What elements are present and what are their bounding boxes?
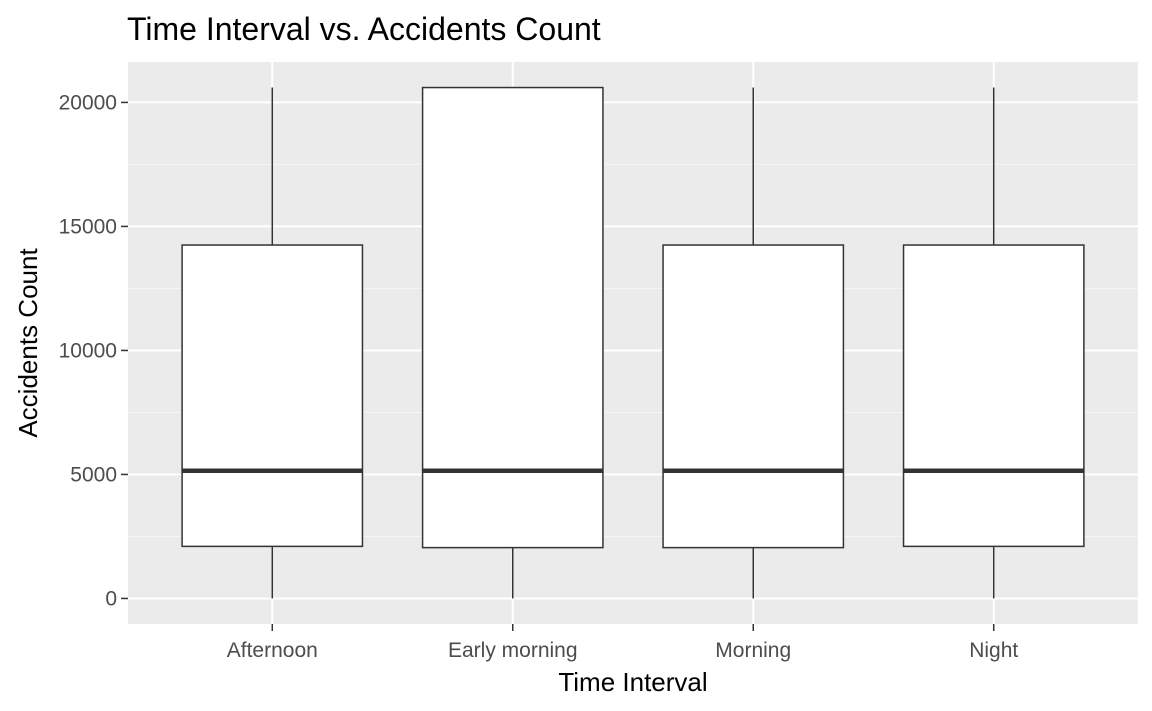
y-tick-label: 10000 [59, 339, 117, 362]
iqr-box [662, 244, 845, 549]
y-tick-label: 5000 [70, 463, 117, 486]
box-afternoon [181, 87, 364, 599]
y-axis-title: Accidents Count [13, 248, 43, 438]
chart-title: Time Interval vs. Accidents Count [127, 11, 601, 47]
iqr-box [902, 244, 1085, 548]
x-axis-title: Time Interval [558, 667, 707, 697]
box-morning [662, 87, 845, 599]
x-tick-label: Morning [715, 639, 791, 662]
boxes [181, 86, 1085, 599]
y-tick-label: 0 [105, 587, 117, 610]
iqr-box [181, 244, 364, 548]
x-tick-label: Afternoon [227, 639, 318, 662]
y-axis-ticks: 0 5000 10000 15000 20000 [59, 91, 128, 610]
x-tick-label: Night [969, 639, 1018, 662]
box-early-morning [421, 86, 604, 599]
x-tick-label: Early morning [448, 639, 578, 662]
y-tick-label: 20000 [59, 91, 117, 114]
iqr-box [421, 86, 604, 549]
y-tick-label: 15000 [59, 215, 117, 238]
x-axis-ticks: Afternoon Early morning Morning Night [227, 624, 1018, 662]
box-night [902, 87, 1085, 599]
